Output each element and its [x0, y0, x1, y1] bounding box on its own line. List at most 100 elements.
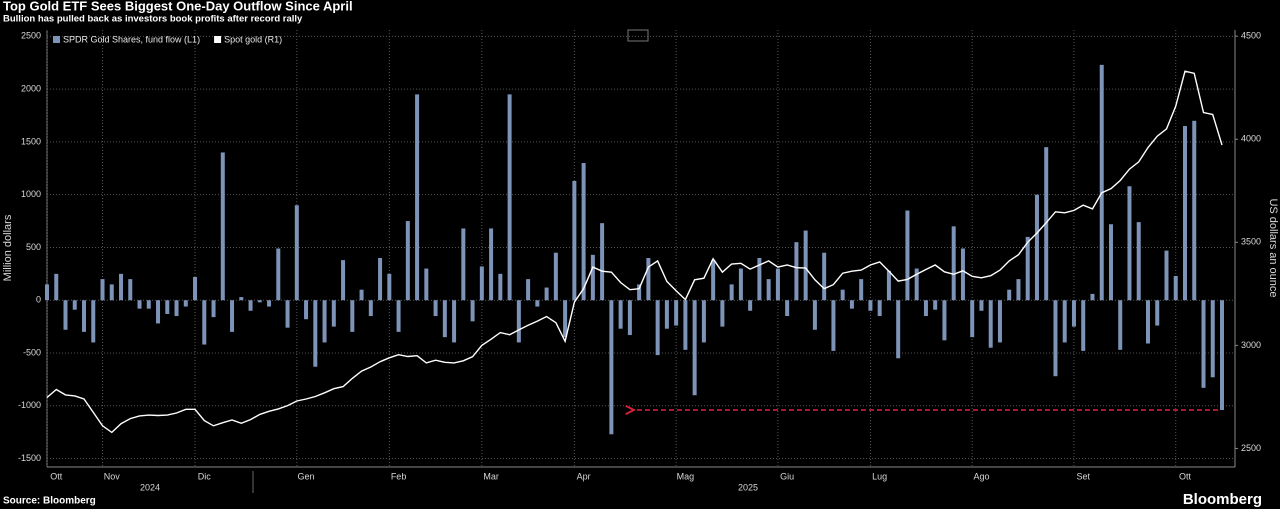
x-tick-label: Ago: [973, 471, 989, 481]
bar: [1053, 300, 1058, 377]
x-tick-label: Mar: [483, 471, 499, 481]
legend-swatch: [214, 36, 222, 43]
bar: [859, 279, 864, 301]
bar: [572, 180, 577, 301]
bar: [396, 300, 401, 332]
bar: [1182, 126, 1187, 301]
bar: [45, 284, 49, 301]
chart-title: Top Gold ETF Sees Biggest One-Day Outflo…: [3, 0, 353, 13]
bar: [646, 258, 651, 301]
bar: [1108, 224, 1113, 301]
bar: [1099, 64, 1104, 301]
y-tick-label: 2000: [21, 83, 41, 93]
chart-icon: [627, 29, 649, 42]
bar: [1016, 279, 1021, 301]
bar: [1071, 300, 1076, 327]
bar: [387, 273, 392, 301]
bar: [933, 300, 938, 310]
y-tick-label: 1000: [21, 189, 41, 199]
bar: [1025, 236, 1030, 301]
bar: [341, 260, 346, 301]
x-tick-label: Ott: [50, 471, 63, 481]
bar: [1118, 300, 1123, 350]
bar: [285, 300, 290, 328]
bar: [535, 300, 540, 307]
x-tick-label: Apr: [577, 471, 591, 481]
bar: [997, 300, 1002, 343]
chart-subtitle: Bullion has pulled back as investors boo…: [3, 14, 303, 25]
bar: [378, 258, 383, 301]
bar: [923, 300, 928, 317]
bar: [868, 300, 873, 311]
bar: [248, 300, 253, 311]
bar: [905, 210, 910, 301]
bar: [766, 279, 771, 301]
bar: [1090, 293, 1095, 301]
bar: [877, 300, 882, 317]
bar: [803, 230, 808, 301]
bar: [970, 300, 975, 338]
bar: [886, 270, 891, 301]
bar: [220, 152, 225, 301]
bar: [822, 252, 827, 301]
year-label: 2025: [738, 482, 758, 492]
bar: [553, 252, 558, 301]
bar: [452, 300, 457, 343]
x-tick-label: Mag: [677, 471, 695, 481]
bar: [128, 279, 133, 301]
bar: [72, 300, 77, 310]
bar: [1192, 120, 1197, 301]
bar: [1007, 289, 1012, 301]
bar: [174, 300, 179, 317]
bar: [812, 300, 817, 330]
bar: [896, 300, 901, 359]
y-tick-label: -1500: [18, 453, 41, 463]
x-tick-label: Set: [1076, 471, 1090, 481]
bar: [433, 300, 438, 317]
bar: [359, 289, 364, 301]
bar: [1173, 275, 1178, 301]
bar: [109, 284, 114, 301]
x-tick-label: Nov: [104, 471, 121, 481]
y2-axis-label: US dollars an ounce: [1267, 198, 1279, 297]
y2-tick-label: 4500: [1241, 31, 1261, 41]
bar: [581, 163, 586, 301]
bar: [165, 300, 170, 314]
bar: [1155, 300, 1160, 326]
bar: [100, 279, 105, 301]
y2-tick-label: 3000: [1241, 340, 1261, 350]
bar: [627, 300, 632, 336]
bar: [405, 221, 410, 301]
bar: [119, 273, 124, 301]
legend-label: Spot gold (R1): [224, 34, 282, 44]
bar: [960, 248, 965, 301]
bar: [600, 223, 605, 301]
bar: [655, 300, 660, 356]
bar: [91, 300, 96, 343]
bar: [489, 228, 494, 301]
bar: [1220, 300, 1224, 410]
bar: [1210, 300, 1215, 378]
bar: [461, 228, 466, 301]
bar: [738, 268, 743, 301]
bar: [563, 300, 568, 338]
bar: [63, 300, 68, 330]
bar: [294, 205, 299, 301]
bar: [424, 268, 429, 301]
bar: [794, 242, 799, 301]
y-tick-label: 1500: [21, 136, 41, 146]
bar: [1034, 194, 1039, 301]
bar: [507, 94, 512, 301]
bar: [183, 300, 188, 307]
brand: Bloomberg: [1183, 491, 1262, 508]
bar: [590, 254, 595, 301]
bar: [1201, 300, 1206, 388]
bar: [516, 300, 521, 343]
line: [46, 70, 1223, 434]
bar: [137, 300, 142, 309]
x-tick-label: Gen: [298, 471, 315, 481]
bar: [267, 300, 272, 307]
bar: [304, 300, 309, 320]
